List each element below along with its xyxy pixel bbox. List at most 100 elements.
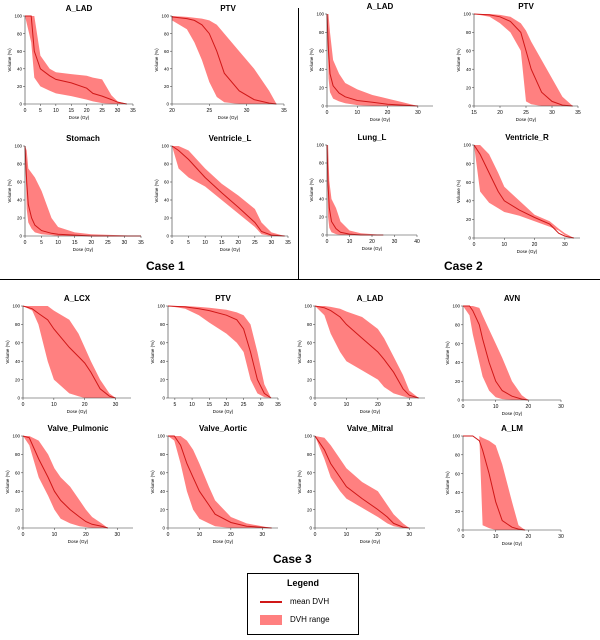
x-tick-label: 0	[326, 239, 329, 245]
x-tick-label: 25	[523, 110, 529, 116]
x-tick-label: 35	[285, 240, 291, 246]
y-tick-label: 20	[307, 377, 313, 382]
x-axis-label: Dose (Gy)	[360, 409, 381, 414]
x-axis-label: Dose (Gy)	[502, 411, 523, 416]
y-tick-label: 80	[17, 31, 23, 36]
y-tick-label: 80	[164, 162, 170, 167]
x-tick-label: 0	[314, 402, 317, 408]
dvh-chart-6: PTV 15 20 25 30 35 0 20 40 60 80 100 Dose (Gy) Volume…	[456, 2, 581, 122]
y-tick-label: 80	[164, 31, 170, 36]
x-tick-label: 30	[115, 108, 121, 114]
y-tick-label: 40	[160, 489, 166, 494]
dvh-mean-line	[473, 144, 575, 239]
y-tick-label: 60	[160, 341, 166, 346]
y-tick-label: 40	[164, 198, 170, 203]
chart-title: PTV	[215, 294, 231, 303]
dvh-mean-line	[24, 145, 141, 237]
y-tick-label: 40	[455, 360, 461, 365]
x-tick-label: 30	[407, 532, 413, 538]
y-tick-label: 60	[17, 180, 23, 185]
y-tick-label: 20	[160, 507, 166, 512]
x-tick-label: 30	[269, 240, 275, 246]
dvh-mean-line	[314, 435, 410, 529]
y-tick-label: 60	[319, 179, 325, 184]
dvh-mean-line	[25, 15, 127, 105]
y-tick-label: 40	[319, 197, 325, 202]
y-tick-label: 60	[164, 49, 170, 54]
y-tick-label: 20	[319, 85, 325, 90]
x-tick-label: 0	[24, 108, 27, 114]
dvh-mean-line	[171, 16, 277, 105]
x-axis-label: Dose (Gy)	[362, 246, 383, 251]
dvh-chart-1: A_LAD 0 5 10 15 20 25 30 35 0 20 40 60 80 100 Dose (Gy)…	[7, 4, 136, 120]
dvh-mean-line	[171, 145, 285, 237]
x-tick-label: 10	[355, 110, 361, 116]
y-tick-label: 40	[17, 198, 23, 203]
y-tick-label: 0	[468, 236, 471, 241]
x-tick-label: 0	[24, 240, 27, 246]
y-tick-label: 80	[160, 322, 166, 327]
y-tick-label: 40	[466, 199, 472, 204]
y-tick-label: 0	[17, 396, 20, 401]
x-axis-label: Dose (Gy)	[370, 117, 391, 122]
x-tick-label: 15	[219, 240, 225, 246]
dvh-chart-13: Valve_Pulmonic 0 10 20 30 0 20 40 60 80 100 Dose (G…	[5, 424, 133, 544]
y-tick-label: 60	[455, 341, 461, 346]
dvh-range-band	[23, 306, 116, 398]
y-tick-label: 80	[15, 322, 21, 327]
x-tick-label: 20	[228, 532, 234, 538]
y-axis-label: Volume (%)	[309, 48, 314, 72]
x-tick-label: 20	[369, 239, 375, 245]
chart-title: PTV	[518, 2, 534, 11]
y-tick-label: 100	[452, 304, 460, 309]
dvh-chart-8: Ventricle_R 0 10 20 30 0 20 40 60 80 100 Dose (Gy) V…	[456, 133, 580, 254]
x-tick-label: 5	[39, 108, 42, 114]
x-tick-label: 35	[275, 402, 281, 408]
x-tick-label: 30	[392, 239, 398, 245]
dvh-chart-15: Valve_Mitral 0 10 20 30 0 20 40 60 80 100 Dose (Gy)…	[297, 424, 425, 544]
x-tick-label: 10	[493, 534, 499, 540]
y-tick-label: 60	[15, 471, 21, 476]
x-tick-label: 30	[113, 402, 119, 408]
y-tick-label: 20	[15, 377, 21, 382]
chart-title: Lung_L	[358, 133, 387, 142]
dvh-range-band	[474, 145, 574, 238]
x-axis-label: Dose (Gy)	[516, 117, 537, 122]
x-axis-label: Dose (Gy)	[502, 541, 523, 546]
dvh-chart-10: PTV 5 10 15 20 25 30 35 0 20 40 60 80 100 Dose (Gy) Vol…	[150, 294, 281, 414]
y-tick-label: 100	[14, 144, 22, 149]
y-tick-label: 20	[164, 84, 170, 89]
y-tick-label: 60	[160, 471, 166, 476]
y-tick-label: 40	[307, 359, 313, 364]
x-tick-label: 30	[244, 108, 250, 114]
y-tick-label: 60	[466, 180, 472, 185]
y-tick-label: 20	[15, 507, 21, 512]
y-tick-label: 100	[12, 304, 20, 309]
y-tick-label: 40	[307, 489, 313, 494]
x-tick-label: 30	[258, 402, 264, 408]
chart-title: Stomach	[66, 134, 100, 143]
x-tick-label: 30	[562, 242, 568, 248]
y-axis-label: Volume (%)	[456, 179, 461, 203]
x-tick-label: 10	[55, 240, 61, 246]
x-tick-label: 20	[224, 402, 230, 408]
y-tick-label: 0	[166, 234, 169, 239]
chart-title: AVN	[504, 294, 521, 303]
case-2-label: Case 2	[444, 259, 483, 273]
y-axis-label: Volume (%)	[445, 471, 450, 495]
dvh-chart-7: Lung_L 0 10 20 30 40 0 20 40 60 80 100 Dose (Gy) Volu…	[309, 133, 420, 251]
y-axis-label: Volume (%)	[297, 340, 302, 364]
y-tick-label: 20	[319, 215, 325, 220]
x-tick-label: 0	[22, 532, 25, 538]
x-tick-label: 25	[241, 402, 247, 408]
x-tick-label: 10	[493, 404, 499, 410]
y-tick-label: 40	[15, 359, 21, 364]
dvh-mean-line	[22, 435, 109, 529]
dvh-chart-11: A_LAD 0 10 20 30 0 20 40 60 80 100 Dose (Gy) Volume …	[297, 294, 425, 414]
x-tick-label: 20	[497, 110, 503, 116]
x-tick-label: 35	[281, 108, 287, 114]
dvh-chart-3: Stomach 0 5 10 15 20 25 30 35 0 20 40 60 80 100 Dose (G…	[7, 134, 144, 252]
x-tick-label: 20	[526, 404, 532, 410]
x-tick-label: 10	[197, 532, 203, 538]
x-tick-label: 15	[206, 402, 212, 408]
